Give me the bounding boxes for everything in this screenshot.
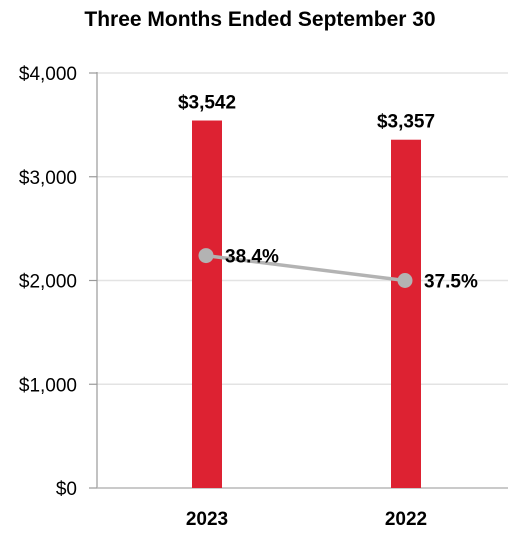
x-tick-label: 2022 (385, 509, 427, 530)
bar (391, 139, 421, 488)
chart-title: Three Months Ended September 30 (84, 8, 436, 31)
line-series (205, 253, 406, 283)
bar-value-label: $3,357 (377, 112, 435, 133)
line-point (397, 273, 413, 288)
line-point-label: 38.4% (225, 247, 279, 268)
line-point (198, 248, 214, 264)
y-tick-label: $0 (56, 479, 77, 500)
y-tick-label: $1,000 (19, 375, 77, 396)
y-tick-label: $2,000 (19, 272, 77, 293)
bar-value-label: $3,542 (178, 93, 236, 114)
line-point-label: 37.5% (424, 272, 478, 293)
y-tick-label: $4,000 (19, 64, 77, 85)
x-tick-label: 2023 (186, 509, 228, 530)
bar (192, 120, 222, 488)
y-tick-label: $3,000 (19, 168, 77, 189)
